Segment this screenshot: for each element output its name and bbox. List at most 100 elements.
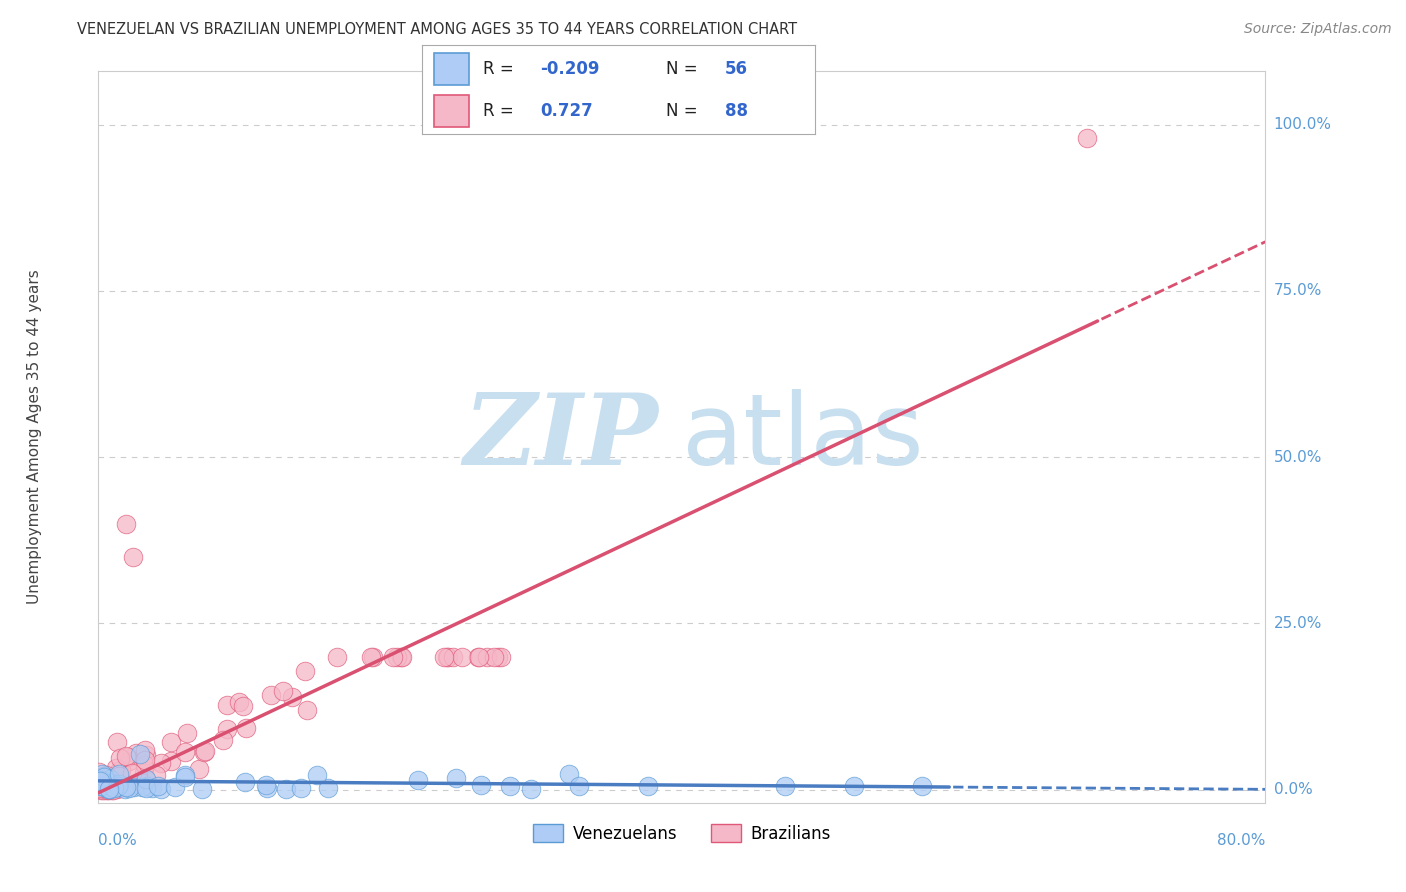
- Point: [97, 781, 120, 796]
- Point: [89, 774, 111, 789]
- Point: [110, 763, 132, 777]
- Point: [94, 782, 117, 797]
- Point: [105, 781, 128, 796]
- Point: [520, 781, 543, 796]
- Point: [118, 780, 141, 795]
- Point: [568, 779, 591, 793]
- Point: [97, 782, 120, 797]
- Point: [103, 780, 125, 795]
- Point: [135, 780, 157, 794]
- Point: [254, 778, 277, 792]
- Point: [107, 766, 129, 780]
- Point: [256, 781, 278, 796]
- Point: [94, 768, 117, 782]
- Point: [217, 698, 239, 713]
- Bar: [433, 53, 470, 85]
- Point: [176, 726, 198, 740]
- Point: [441, 649, 464, 664]
- Point: [437, 649, 460, 664]
- Point: [149, 781, 172, 796]
- Text: ZIP: ZIP: [464, 389, 658, 485]
- Point: [132, 765, 155, 780]
- Point: [773, 779, 796, 793]
- Text: R =: R =: [482, 60, 519, 78]
- Point: [100, 772, 122, 786]
- Point: [193, 745, 215, 759]
- Point: [163, 780, 186, 794]
- Point: [141, 780, 163, 795]
- Point: [146, 779, 169, 793]
- Point: [122, 780, 145, 794]
- Point: [108, 751, 131, 765]
- Point: [135, 781, 157, 796]
- Point: [381, 649, 404, 664]
- Point: [114, 782, 136, 797]
- Point: [118, 754, 141, 768]
- Point: [135, 772, 157, 786]
- Point: [89, 779, 111, 793]
- Point: [105, 735, 128, 749]
- Point: [433, 649, 456, 664]
- Point: [316, 780, 339, 795]
- Point: [391, 649, 413, 664]
- Point: [105, 761, 128, 775]
- Point: [90, 771, 112, 785]
- Text: 25.0%: 25.0%: [1274, 615, 1322, 631]
- Text: 0.0%: 0.0%: [1274, 782, 1312, 797]
- Point: [360, 649, 382, 664]
- Point: [89, 773, 111, 788]
- Point: [87, 765, 110, 780]
- Point: [100, 780, 122, 795]
- Point: [486, 649, 509, 664]
- Point: [160, 735, 183, 749]
- Point: [87, 780, 110, 794]
- Point: [290, 780, 312, 795]
- Point: [90, 767, 112, 781]
- Point: [233, 775, 256, 789]
- Point: [191, 782, 214, 797]
- Point: [135, 774, 157, 789]
- Point: [150, 756, 173, 770]
- Legend: Venezuelans, Brazilians: Venezuelans, Brazilians: [526, 818, 838, 849]
- Point: [93, 769, 115, 783]
- Point: [101, 782, 124, 797]
- Point: [232, 699, 254, 714]
- Text: 50.0%: 50.0%: [1274, 450, 1322, 465]
- Point: [173, 745, 195, 759]
- Point: [129, 747, 152, 762]
- Point: [385, 649, 408, 664]
- Point: [104, 778, 127, 792]
- Point: [90, 779, 112, 793]
- Text: Unemployment Among Ages 35 to 44 years: Unemployment Among Ages 35 to 44 years: [27, 269, 42, 605]
- Point: [134, 757, 156, 772]
- Point: [491, 649, 513, 664]
- Point: [215, 722, 238, 736]
- Point: [90, 782, 112, 797]
- Point: [911, 779, 934, 793]
- Point: [90, 770, 112, 784]
- Point: [97, 782, 120, 797]
- Point: [295, 703, 318, 717]
- Point: [128, 777, 150, 791]
- Point: [294, 664, 316, 678]
- Point: [98, 781, 121, 796]
- Point: [98, 782, 121, 797]
- Point: [260, 688, 283, 702]
- Text: atlas: atlas: [682, 389, 924, 485]
- Point: [125, 746, 148, 760]
- Point: [235, 721, 257, 735]
- Point: [108, 777, 131, 791]
- Text: N =: N =: [666, 60, 703, 78]
- Point: [470, 778, 492, 792]
- Point: [228, 695, 250, 709]
- Text: 0.727: 0.727: [540, 102, 593, 120]
- Bar: [433, 95, 470, 127]
- Point: [110, 777, 132, 791]
- Text: 56: 56: [725, 60, 748, 78]
- Point: [101, 782, 124, 797]
- Point: [212, 732, 235, 747]
- Point: [475, 649, 498, 664]
- Point: [281, 690, 304, 705]
- Text: 88: 88: [725, 102, 748, 120]
- Point: [307, 767, 329, 781]
